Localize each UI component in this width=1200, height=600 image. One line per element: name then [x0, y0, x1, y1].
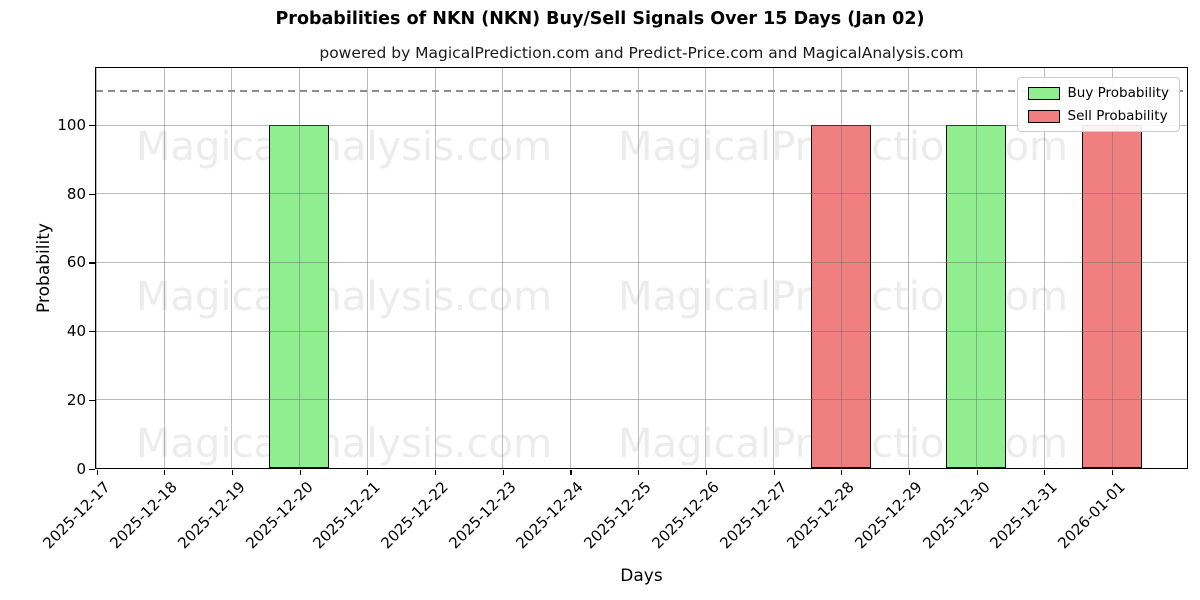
watermark-text: MagicalAnalysis.com [135, 124, 553, 170]
y-tick-mark [89, 262, 95, 264]
x-tick-label: 2025-12-18 [106, 478, 181, 553]
gridline-x [976, 68, 978, 468]
y-tick-label: 20 [66, 390, 86, 409]
watermark-text: MagicalAnalysis.com [135, 421, 553, 467]
chart-title: Probabilities of NKN (NKN) Buy/Sell Sign… [275, 9, 925, 29]
gridline-y [96, 193, 1187, 195]
legend-label-sell: Sell Probability [1067, 108, 1168, 124]
y-tick-label: 60 [66, 253, 86, 272]
x-tick-mark [638, 470, 640, 475]
bar-sell-2025-12-28 [810, 124, 871, 468]
y-tick-label: 0 [76, 459, 86, 478]
buy-swatch-icon [1027, 86, 1060, 100]
gridline-x [96, 68, 97, 468]
plot-area: Buy Probability Sell Probability Magical… [95, 67, 1188, 469]
gridline-x [705, 68, 707, 468]
legend-label-buy: Buy Probability [1067, 85, 1169, 101]
y-tick-mark [89, 125, 95, 127]
x-tick-label: 2025-12-28 [783, 478, 858, 553]
legend: Buy Probability Sell Probability [1016, 77, 1180, 132]
gridline-x [502, 68, 504, 468]
x-tick-mark [841, 470, 843, 475]
threshold-line [96, 90, 1187, 92]
x-tick-mark [231, 470, 234, 475]
sell-swatch-icon [1027, 109, 1060, 123]
x-tick-mark [773, 470, 775, 475]
x-tick-mark [164, 470, 166, 475]
y-tick-label: 80 [66, 184, 86, 203]
x-tick-label: 2025-12-24 [512, 478, 588, 553]
gridline-x [569, 68, 571, 468]
x-axis-title: Days [620, 566, 663, 586]
gridline-x [840, 68, 842, 468]
x-tick-mark [1044, 470, 1046, 475]
x-tick-label: 2025-12-26 [648, 478, 723, 553]
x-tick-label: 2025-12-30 [918, 478, 994, 553]
x-tick-mark [976, 470, 978, 475]
x-tick-label: 2025-12-19 [174, 478, 249, 553]
x-tick-label: 2025-12-17 [38, 478, 114, 553]
x-tick-label: 2025-12-31 [986, 478, 1062, 553]
gridline-x [1111, 68, 1113, 468]
x-tick-mark [367, 470, 369, 475]
gridline-x [434, 68, 436, 468]
gridline-x [231, 68, 233, 468]
y-tick-label: 100 [57, 116, 86, 135]
x-tick-mark [435, 470, 437, 475]
gridline-x [773, 68, 774, 468]
gridline-x [908, 68, 910, 468]
chart-subtitle: powered by MagicalPrediction.com and Pre… [319, 44, 964, 62]
y-tick-mark [89, 399, 95, 402]
legend-item-buy: Buy Probability [1027, 85, 1169, 101]
x-tick-label: 2025-12-27 [715, 478, 791, 553]
gridline-y [96, 124, 1187, 126]
legend-item-sell: Sell Probability [1027, 108, 1169, 124]
x-tick-mark [908, 470, 911, 475]
gridline-y [96, 330, 1187, 332]
gridline-x [366, 68, 368, 468]
y-tick-mark [89, 331, 95, 333]
gridline-x [299, 68, 301, 468]
x-tick-mark [299, 470, 301, 475]
x-tick-label: 2025-12-23 [445, 478, 520, 553]
y-tick-mark [89, 468, 95, 470]
gridline-x [163, 68, 165, 468]
gridline-x [1043, 68, 1045, 468]
x-tick-label: 2025-12-21 [309, 478, 385, 553]
bar-buy-2025-12-30 [946, 124, 1007, 468]
y-tick-label: 40 [66, 322, 86, 341]
x-tick-label: 2025-12-25 [580, 478, 655, 553]
x-tick-mark [705, 470, 707, 475]
gridline-y [96, 261, 1187, 263]
bar-buy-2025-12-20 [269, 124, 330, 468]
gridline-y [96, 399, 1187, 401]
x-tick-mark [502, 470, 504, 475]
gridline-x [637, 68, 639, 468]
x-tick-mark [570, 470, 572, 475]
x-tick-label: 2026-01-01 [1054, 478, 1129, 553]
bar-sell-2026-01-01 [1081, 124, 1142, 468]
watermark-text: MagicalAnalysis.com [135, 274, 553, 320]
x-tick-mark [1112, 470, 1114, 475]
x-tick-mark [96, 470, 98, 475]
x-tick-label: 2025-12-29 [851, 478, 926, 553]
x-tick-label: 2025-12-20 [241, 478, 317, 553]
x-tick-label: 2025-12-22 [377, 478, 452, 553]
y-tick-mark [89, 193, 95, 195]
